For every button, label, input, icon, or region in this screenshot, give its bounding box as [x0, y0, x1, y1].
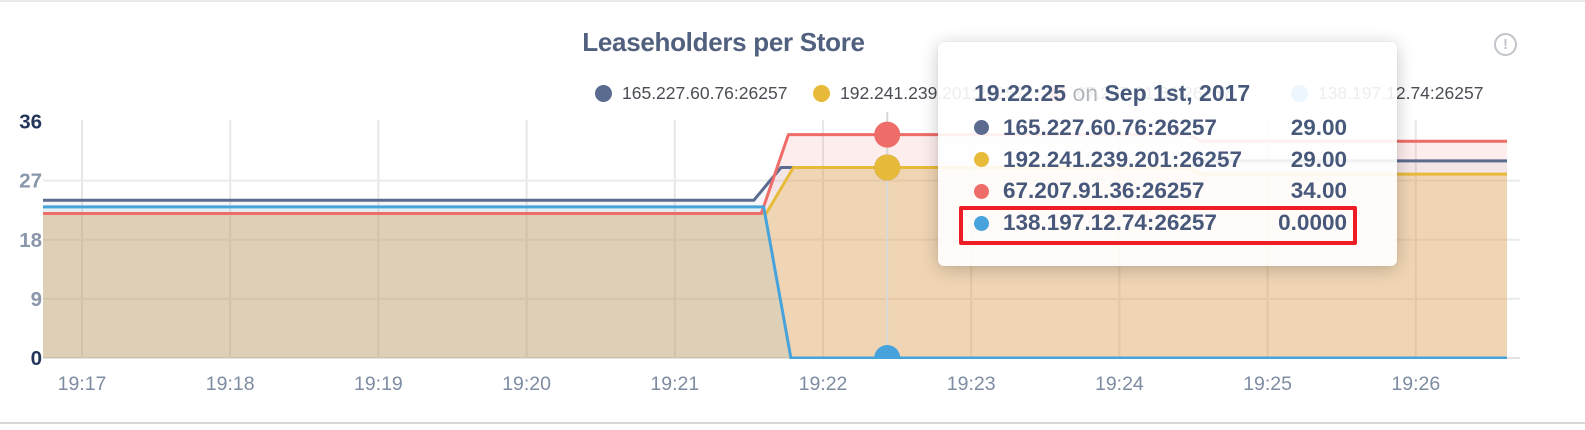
- tooltip-series-label: 192.241.239.201:26257: [1003, 146, 1242, 172]
- tooltip-time: 19:22:25: [974, 80, 1067, 106]
- series-color-dot: [974, 183, 989, 199]
- series-color-dot: [974, 215, 989, 231]
- tooltip-row: 67.207.91.36:26257 34.00: [974, 176, 1347, 208]
- tooltip-series-value: 34.00: [1290, 178, 1347, 204]
- tooltip-on-word: on: [1072, 80, 1099, 106]
- tooltip-series-label: 165.227.60.76:26257: [1003, 114, 1217, 140]
- tooltip-row: 165.227.60.76:26257 29.00: [974, 112, 1347, 144]
- tooltip-series-label: 138.197.12.74:26257: [1003, 210, 1217, 236]
- hover-marker-dot: [874, 121, 901, 148]
- x-axis-tick-label: 19:17: [58, 373, 107, 395]
- chart-title: Leaseholders per Store: [582, 27, 865, 57]
- x-axis-tick-label: 19:23: [947, 373, 996, 395]
- tooltip-series-value: 0.0000: [1278, 210, 1347, 236]
- panel-bottom-border: [0, 422, 1585, 424]
- panel-top-border: [0, 0, 1585, 2]
- y-axis-tick-label: 9: [31, 288, 42, 311]
- x-axis-tick-label: 19:18: [206, 373, 255, 395]
- axis-labels: 36 27 18 9 0 19:17 19:18 19:19 19:20 19:21 19:22 19…: [19, 111, 1440, 395]
- x-axis-tick-label: 19:19: [354, 373, 403, 395]
- series-color-dot: [974, 120, 989, 136]
- tooltip-series-label: 67.207.91.36:26257: [1003, 178, 1205, 204]
- x-axis-tick-label: 19:26: [1391, 373, 1440, 395]
- series-color-dot: [974, 152, 989, 168]
- y-axis-tick-label: 0: [31, 347, 42, 370]
- y-axis-tick-label: 36: [19, 111, 42, 134]
- x-axis-tick-label: 19:22: [799, 373, 848, 395]
- x-axis-tick-label: 19:20: [502, 373, 551, 395]
- tooltip-date: Sep 1st, 2017: [1104, 80, 1251, 106]
- hover-markers: [874, 121, 901, 359]
- tooltip-row-highlighted: 138.197.12.74:26257 0.0000: [974, 207, 1347, 239]
- hover-marker-dot: [874, 345, 901, 359]
- tooltip-series-value: 29.00: [1290, 114, 1347, 140]
- x-axis-tick-label: 19:25: [1243, 373, 1292, 395]
- hover-marker-dot: [874, 154, 901, 181]
- x-axis-tick-label: 19:24: [1095, 373, 1144, 395]
- hover-tooltip: 19:22:25 on Sep 1st, 2017 165.227.60.76:…: [938, 42, 1397, 266]
- legend-item[interactable]: 165.227.60.76:26257: [595, 83, 787, 104]
- y-axis-tick-label: 27: [19, 170, 42, 193]
- series-area: [43, 206, 1507, 358]
- tooltip-row: 192.241.239.201:26257 29.00: [974, 144, 1347, 176]
- tooltip-rows: 165.227.60.76:26257 29.00 192.241.239.201:…: [974, 112, 1347, 239]
- info-icon[interactable]: !: [1494, 33, 1517, 56]
- legend-label: 165.227.60.76:26257: [622, 83, 788, 103]
- tooltip-header: 19:22:25 on Sep 1st, 2017: [974, 78, 1347, 108]
- legend-color-dot: [813, 85, 830, 102]
- legend-color-dot: [595, 85, 612, 102]
- x-axis-tick-label: 19:21: [650, 373, 699, 395]
- annotation-highlight-rect: [959, 206, 1357, 245]
- tooltip-series-value: 29.00: [1290, 146, 1347, 172]
- series-line: [43, 205, 1507, 359]
- y-axis-tick-label: 18: [19, 229, 42, 252]
